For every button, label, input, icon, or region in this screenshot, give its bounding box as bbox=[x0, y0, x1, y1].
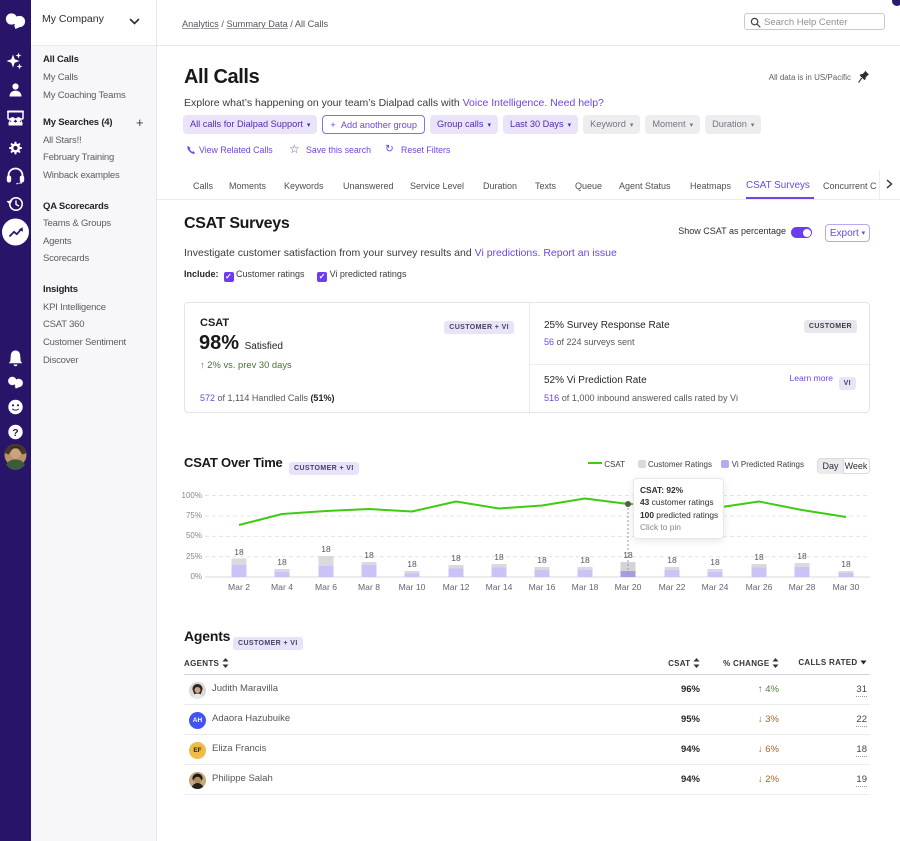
svg-text:?: ? bbox=[12, 427, 18, 439]
